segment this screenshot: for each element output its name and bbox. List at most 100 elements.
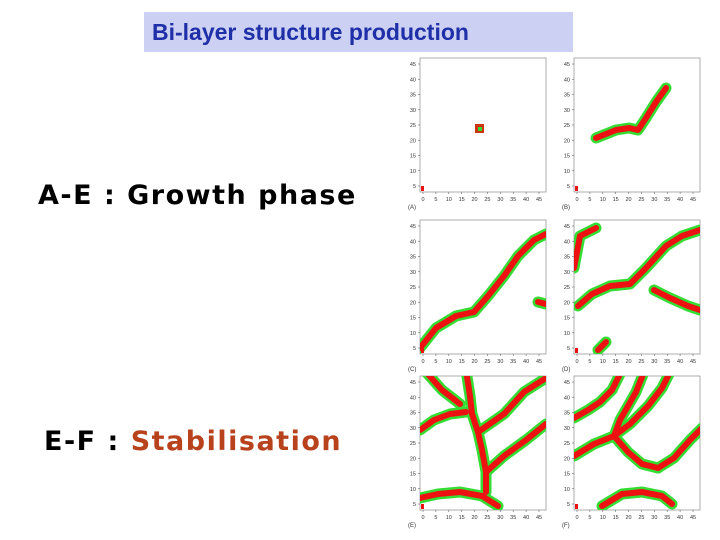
y-tick-label: 5 (567, 184, 570, 190)
red-layer (595, 339, 609, 353)
x-tick-label: 25 (484, 515, 490, 521)
x-tick-label: 45 (690, 197, 696, 203)
x-tick-label: 35 (510, 515, 516, 521)
x-tick-label: 35 (664, 197, 670, 203)
x-tick-label: 30 (651, 515, 657, 521)
x-tick-label: 30 (497, 515, 503, 521)
red-layer (655, 425, 700, 471)
y-tick-label: 40 (564, 395, 570, 401)
red-layer (593, 85, 669, 141)
bilayer-bands (575, 82, 672, 191)
red-layer (420, 409, 469, 433)
x-tick-label: 20 (471, 197, 477, 203)
stabilisation-label: E-F : Stabilisation (44, 426, 342, 457)
x-tick-label: 5 (588, 359, 591, 365)
y-tick-label: 45 (410, 224, 416, 230)
y-tick-label: 35 (564, 93, 570, 99)
y-tick-label: 25 (564, 123, 570, 129)
y-tick-label: 30 (564, 270, 570, 276)
y-tick-label: 5 (413, 502, 416, 508)
panel-c: 45 40 35 30 25 20 15 10 5 0 5 10 15 20 25 30 35 40 45 (C) (398, 216, 550, 379)
x-tick-label: 35 (510, 197, 516, 203)
origin-marker (421, 348, 424, 353)
red-layer (475, 376, 546, 435)
x-tick-label: 35 (664, 359, 670, 365)
red-layer (425, 376, 463, 407)
y-tick-label: 10 (564, 331, 570, 337)
origin-marker (421, 186, 424, 191)
y-tick-label: 40 (410, 239, 416, 245)
x-tick-label: 45 (690, 515, 696, 521)
x-tick-label: 40 (523, 359, 529, 365)
x-tick-label: 0 (421, 197, 424, 203)
red-layer (535, 299, 546, 307)
y-tick-label: 15 (564, 154, 570, 160)
y-tick-label: 5 (413, 346, 416, 352)
x-tick-label: 15 (613, 515, 619, 521)
x-tick-label: 10 (446, 197, 452, 203)
panel-caption: (F) (562, 523, 570, 529)
slide-title: Bi-layer structure production (152, 19, 469, 45)
x-tick-label: 40 (677, 197, 683, 203)
red-layer (420, 231, 546, 351)
y-tick-label: 15 (564, 472, 570, 478)
y-tick-label: 45 (410, 380, 416, 386)
y-tick-label: 25 (564, 285, 570, 291)
y-tick-label: 25 (564, 441, 570, 447)
x-tick-label: 35 (510, 359, 516, 365)
panel-a: 45 40 35 30 25 20 15 10 5 0 5 10 15 20 25 30 35 40 45 (A) (398, 54, 550, 217)
red-layer (651, 287, 700, 313)
y-tick-label: 10 (410, 331, 416, 337)
red-layer (599, 489, 675, 509)
y-tick-label: 40 (564, 77, 570, 83)
y-tick-label: 25 (410, 285, 416, 291)
y-tick-label: 20 (410, 456, 416, 462)
y-tick-label: 10 (564, 169, 570, 175)
x-tick-label: 0 (575, 197, 578, 203)
panel-plot: 45 40 35 30 25 20 15 10 5 0 5 10 15 20 25 30 35 40 45 (F) (562, 375, 701, 529)
panel-b: 45 40 35 30 25 20 15 10 5 0 5 10 15 20 25 30 35 40 45 (B) (552, 54, 704, 217)
y-tick-label: 35 (410, 255, 416, 261)
x-tick-label: 15 (459, 197, 465, 203)
red-layer (574, 376, 672, 459)
origin-marker (575, 504, 578, 509)
y-tick-label: 35 (410, 93, 416, 99)
x-tick-label: 15 (459, 515, 465, 521)
y-tick-label: 30 (410, 108, 416, 114)
y-tick-label: 5 (413, 184, 416, 190)
y-tick-label: 20 (410, 300, 416, 306)
red-layer (574, 376, 623, 421)
y-tick-label: 45 (564, 62, 570, 68)
stabilisation-prefix: E-F : (44, 426, 131, 457)
y-tick-label: 5 (567, 502, 570, 508)
x-tick-label: 25 (484, 359, 490, 365)
x-tick-label: 20 (625, 359, 631, 365)
bilayer-bands (421, 124, 484, 191)
x-tick-label: 20 (471, 359, 477, 365)
y-tick-label: 10 (410, 169, 416, 175)
y-tick-label: 15 (410, 472, 416, 478)
origin-marker (575, 186, 578, 191)
x-tick-label: 0 (421, 515, 424, 521)
x-tick-label: 0 (575, 359, 578, 365)
y-tick-label: 25 (410, 123, 416, 129)
x-tick-label: 10 (600, 197, 606, 203)
y-tick-label: 35 (564, 255, 570, 261)
x-tick-label: 45 (690, 359, 696, 365)
x-tick-label: 20 (471, 515, 477, 521)
panel-e: 45 40 35 30 25 20 15 10 5 0 5 10 15 20 25 30 35 40 45 (E) (398, 372, 550, 535)
panel-caption: (C) (408, 367, 416, 373)
x-tick-label: 0 (421, 359, 424, 365)
x-tick-label: 25 (484, 197, 490, 203)
panel-caption: (B) (562, 205, 570, 211)
y-tick-label: 40 (410, 77, 416, 83)
x-tick-label: 5 (588, 197, 591, 203)
y-tick-label: 35 (410, 411, 416, 417)
seed-green (478, 127, 482, 131)
x-tick-label: 5 (434, 515, 437, 521)
y-tick-label: 25 (410, 441, 416, 447)
x-tick-label: 25 (638, 359, 644, 365)
x-tick-label: 10 (600, 515, 606, 521)
x-tick-label: 40 (677, 359, 683, 365)
y-tick-label: 5 (567, 346, 570, 352)
